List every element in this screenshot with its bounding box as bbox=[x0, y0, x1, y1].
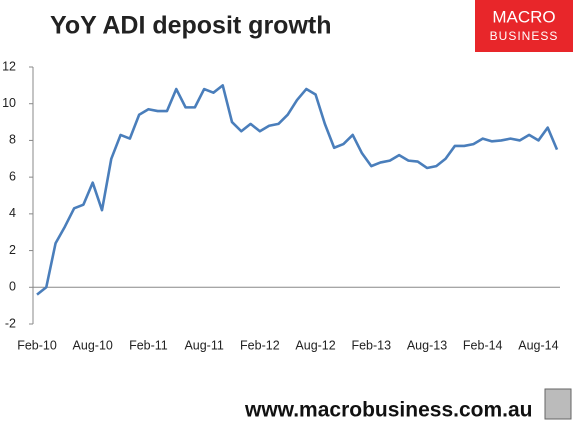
y-tick-label: 12 bbox=[2, 59, 16, 73]
y-tick-label: 8 bbox=[9, 133, 16, 147]
x-tick-label: Feb-12 bbox=[240, 338, 280, 352]
x-tick-label: Aug-13 bbox=[407, 338, 447, 352]
y-tick-label: -2 bbox=[5, 316, 16, 330]
y-tick-label: 10 bbox=[2, 96, 16, 110]
data-line bbox=[36, 84, 559, 296]
chart-title: YoY ADI deposit growth bbox=[50, 12, 331, 40]
x-tick-label: Feb-13 bbox=[351, 338, 391, 352]
logo-text: BUSINESS bbox=[490, 29, 559, 43]
y-tick-label: 2 bbox=[9, 243, 16, 257]
y-tick-label: 0 bbox=[9, 280, 16, 294]
x-tick-label: Feb-10 bbox=[17, 338, 57, 352]
logo-text: MACRO bbox=[492, 7, 555, 26]
x-tick-label: Aug-12 bbox=[295, 338, 335, 352]
y-tick-label: 4 bbox=[9, 206, 16, 220]
x-tick-label: Feb-14 bbox=[463, 338, 503, 352]
x-tick-label: Aug-11 bbox=[184, 338, 223, 352]
x-tick-label: Feb-11 bbox=[129, 338, 168, 352]
logo-box bbox=[475, 0, 573, 52]
x-tick-label: Aug-14 bbox=[518, 338, 558, 352]
footer-url: www.macrobusiness.com.au bbox=[244, 399, 532, 421]
y-tick-label: 6 bbox=[9, 169, 16, 183]
x-tick-label: Aug-10 bbox=[73, 338, 113, 352]
wolf-icon bbox=[544, 388, 572, 420]
